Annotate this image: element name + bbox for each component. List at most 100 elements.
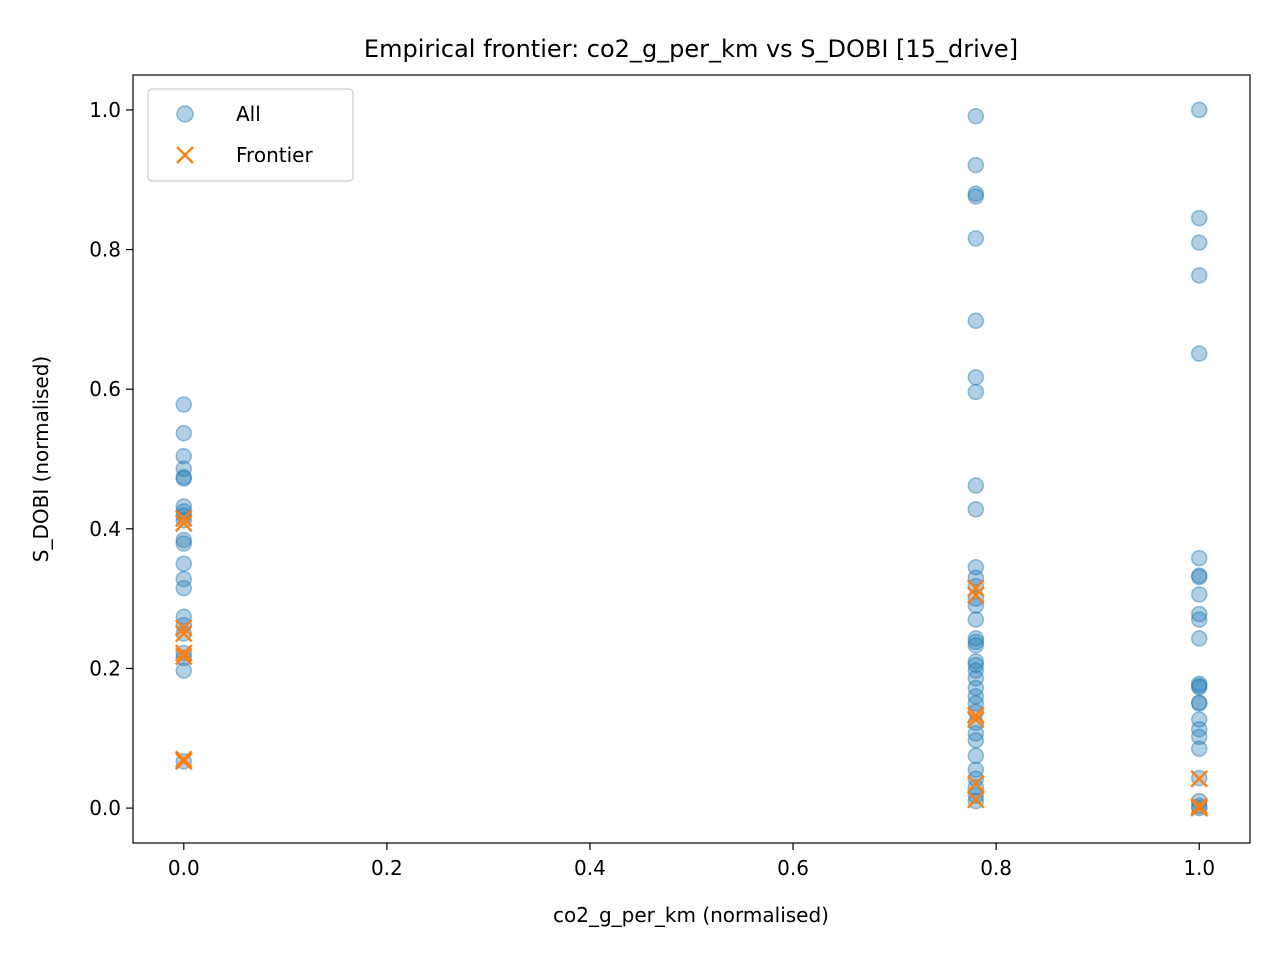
data-point-all [175, 447, 193, 465]
series-frontier-points [174, 509, 1209, 817]
data-point-all [1190, 209, 1208, 227]
data-point-frontier [966, 579, 985, 598]
data-point-all [967, 477, 985, 494]
data-point-frontier [966, 586, 985, 604]
y-axis-ticks: 0.0 0.2 0.4 0.6 0.8 1.0 [89, 98, 133, 820]
y-tick-label: 0.4 [89, 517, 121, 541]
data-point-all [967, 770, 985, 788]
y-tick-label: 1.0 [89, 98, 121, 122]
data-point-all [967, 669, 985, 687]
data-point-frontier [966, 706, 985, 725]
x-tick-label: 0.0 [168, 856, 200, 880]
data-point-all [1190, 605, 1208, 623]
frontier-x-icon [176, 146, 194, 164]
data-point-all [1190, 728, 1208, 746]
data-point-all [175, 470, 193, 487]
data-point-all [967, 590, 985, 607]
data-point-all [1190, 567, 1208, 584]
data-point-all [1190, 267, 1208, 284]
data-point-all [175, 662, 193, 679]
legend-box [147, 88, 354, 182]
data-point-all [175, 555, 193, 572]
data-point-all [1190, 677, 1208, 695]
data-point-frontier [174, 509, 193, 528]
data-point-all [967, 787, 985, 804]
legend-all-label: All [236, 102, 261, 126]
data-point-all [175, 396, 193, 413]
data-point-frontier [966, 710, 985, 729]
data-point-all [967, 383, 985, 401]
y-tick-label: 0.0 [89, 796, 121, 820]
data-point-frontier [174, 750, 193, 769]
y-axis-label: S_DOBI (normalised) [29, 356, 53, 562]
data-point-frontier [966, 774, 985, 793]
data-point-all [1190, 568, 1208, 586]
data-point-all [967, 107, 985, 125]
data-point-all [967, 156, 985, 174]
x-tick-label: 0.6 [777, 856, 809, 880]
data-point-all [175, 468, 193, 486]
data-point-all [1190, 101, 1208, 119]
data-point-all [967, 230, 985, 247]
data-point-all [967, 501, 985, 518]
data-point-frontier [174, 619, 193, 637]
x-axis-ticks: 0.0 0.2 0.4 0.6 0.8 1.0 [168, 843, 1215, 880]
data-point-all [175, 535, 193, 552]
data-point-all [175, 531, 193, 549]
data-point-all [967, 695, 985, 712]
data-point-all [175, 579, 193, 597]
legend-frontier-label: Frontier [236, 143, 313, 167]
data-point-all [967, 688, 985, 705]
x-tick-label: 0.4 [574, 856, 606, 880]
data-point-all [967, 653, 985, 670]
data-point-frontier [174, 752, 193, 771]
data-point-all [967, 558, 985, 576]
data-point-all [175, 424, 193, 442]
data-point-all [1190, 586, 1208, 603]
y-tick-label: 0.2 [89, 656, 121, 680]
data-point-all [967, 611, 985, 628]
data-point-all [1190, 675, 1208, 693]
data-point-all [1190, 611, 1208, 628]
data-point-all [967, 732, 985, 749]
data-point-all [1190, 549, 1208, 567]
data-point-all [967, 597, 985, 614]
data-point-all [1190, 345, 1208, 362]
data-point-all [967, 369, 985, 386]
legend-all-marker [176, 105, 194, 123]
data-point-frontier [174, 624, 193, 643]
data-point-all [1190, 630, 1208, 647]
data-point-all [1190, 694, 1208, 711]
plot-area-frame [132, 74, 1251, 844]
data-point-all [967, 633, 985, 651]
data-point-all [967, 188, 985, 205]
data-point-all [175, 570, 193, 588]
data-point-all [967, 569, 985, 586]
x-tick-label: 0.8 [980, 856, 1012, 880]
data-point-all [175, 608, 193, 626]
data-point-all [1190, 695, 1208, 712]
data-point-frontier [1190, 799, 1209, 817]
data-point-all [967, 637, 985, 654]
x-tick-label: 1.0 [1183, 856, 1215, 880]
data-point-frontier [174, 514, 193, 533]
data-point-all [1190, 234, 1208, 251]
data-point-all [967, 679, 985, 697]
data-point-frontier [966, 790, 985, 809]
data-point-frontier [174, 647, 193, 666]
data-point-all [967, 747, 985, 764]
data-point-all [967, 312, 985, 330]
data-point-all [175, 460, 193, 478]
data-point-all [967, 630, 985, 647]
data-point-all [967, 185, 985, 202]
data-point-all [1190, 679, 1208, 696]
data-point-all [967, 656, 985, 674]
x-axis-label: co2_g_per_km (normalised) [553, 903, 829, 927]
x-tick-label: 0.2 [371, 856, 403, 880]
data-point-frontier [1190, 797, 1209, 815]
data-point-all [175, 512, 193, 529]
data-point-all [1190, 711, 1208, 728]
data-point-frontier [1190, 769, 1209, 788]
data-point-all [967, 778, 985, 796]
